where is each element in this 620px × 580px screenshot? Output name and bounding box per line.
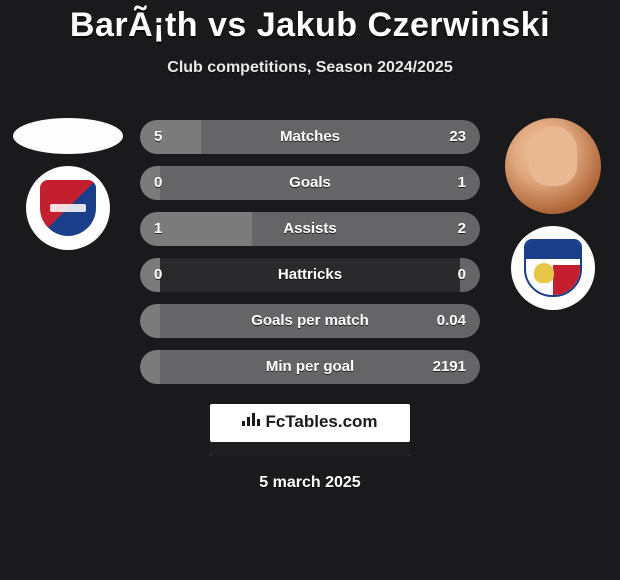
fctables-badge[interactable]: FcTables.com bbox=[210, 404, 410, 456]
stat-value-right: 0 bbox=[458, 258, 466, 292]
player-photo-right bbox=[505, 118, 601, 214]
club-badge-left bbox=[26, 166, 110, 250]
stat-value-right: 2191 bbox=[433, 350, 466, 384]
face-placeholder bbox=[529, 126, 577, 186]
right-player-column bbox=[498, 118, 608, 310]
stat-label: Min per goal bbox=[140, 350, 480, 384]
subtitle: Club competitions, Season 2024/2025 bbox=[0, 59, 620, 77]
stat-label: Matches bbox=[140, 120, 480, 154]
stat-row: Min per goal2191 bbox=[140, 350, 480, 384]
stat-value-right: 1 bbox=[458, 166, 466, 200]
stat-label: Assists bbox=[140, 212, 480, 246]
shield-icon bbox=[524, 239, 582, 297]
bars-icon bbox=[242, 412, 260, 426]
stat-row: 5Matches23 bbox=[140, 120, 480, 154]
page-title: BarÃ¡th vs Jakub Czerwinski bbox=[0, 6, 620, 45]
stat-label: Goals bbox=[140, 166, 480, 200]
player-photo-left bbox=[13, 118, 123, 154]
stats-column: 5Matches230Goals11Assists20Hattricks0Goa… bbox=[140, 120, 480, 396]
fctables-label: FcTables.com bbox=[265, 412, 377, 432]
stat-row: 0Hattricks0 bbox=[140, 258, 480, 292]
stat-row: 0Goals1 bbox=[140, 166, 480, 200]
stat-label: Hattricks bbox=[140, 258, 480, 292]
date-text: 5 march 2025 bbox=[140, 474, 480, 492]
stat-label: Goals per match bbox=[140, 304, 480, 338]
stat-value-right: 23 bbox=[449, 120, 466, 154]
stat-value-right: 2 bbox=[458, 212, 466, 246]
left-player-column bbox=[8, 118, 128, 250]
club-badge-right bbox=[511, 226, 595, 310]
shield-icon bbox=[40, 180, 96, 236]
stat-row: 1Assists2 bbox=[140, 212, 480, 246]
stat-value-right: 0.04 bbox=[437, 304, 466, 338]
stat-row: Goals per match0.04 bbox=[140, 304, 480, 338]
